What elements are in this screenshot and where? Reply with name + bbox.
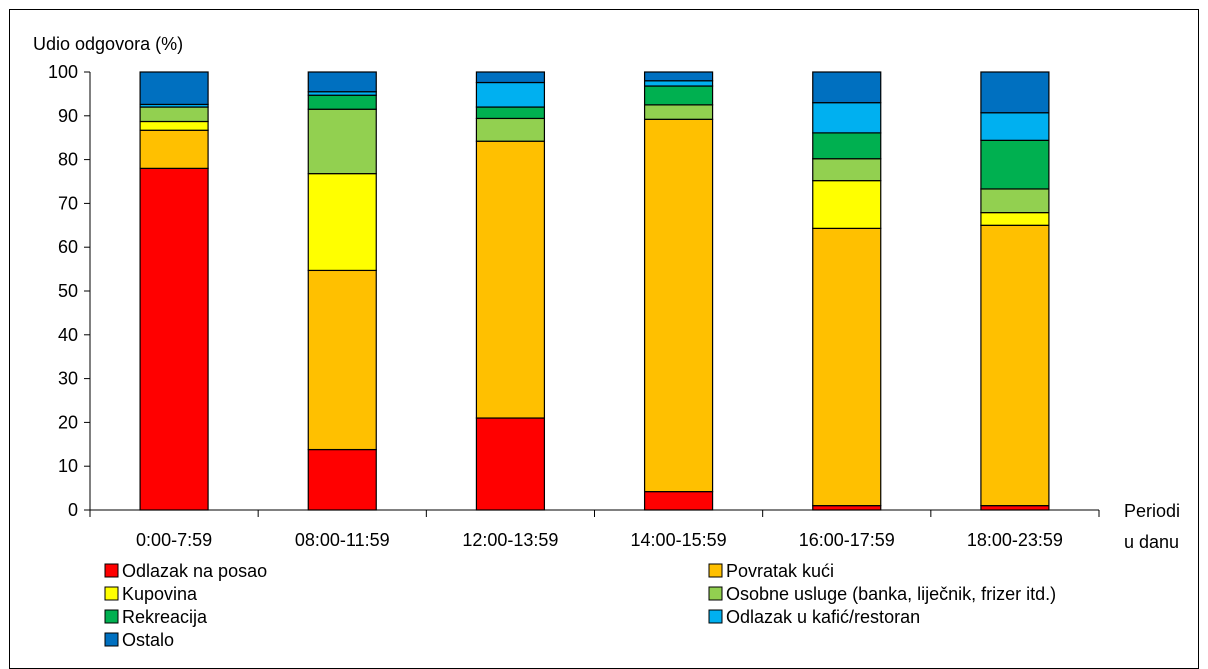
bar-segment xyxy=(812,227,882,507)
bar-segment xyxy=(307,173,377,272)
legend-label: Povratak kući xyxy=(726,561,834,581)
legend-swatch xyxy=(708,563,723,578)
legend-swatch xyxy=(104,586,119,601)
bar-segment xyxy=(812,132,882,160)
y-tick-label: 100 xyxy=(48,62,78,82)
bar-segment xyxy=(475,417,546,511)
legend-label: Ostalo xyxy=(122,630,174,650)
y-tick-label: 20 xyxy=(58,412,78,432)
bar-segment xyxy=(643,80,714,87)
x-tick-label: 12:00-13:59 xyxy=(462,530,558,550)
y-tick-label: 30 xyxy=(58,369,78,389)
bar-segment xyxy=(643,491,714,511)
bar-segment xyxy=(643,104,714,120)
x-tick-label: 08:00-11:59 xyxy=(295,530,390,550)
legend-label: Osobne usluge (banka, liječnik, frizer i… xyxy=(726,584,1056,604)
bar-segment xyxy=(980,224,1050,507)
bar-segment xyxy=(812,158,882,182)
x-tick-label: 18:00-23:59 xyxy=(967,530,1063,550)
x-axis-title-line-1: Periodi xyxy=(1124,501,1180,521)
y-tick-label: 0 xyxy=(68,500,78,520)
x-axis-title-line-2: u danu xyxy=(1124,532,1179,552)
bar-segment xyxy=(643,118,714,493)
legend-label: Odlazak na posao xyxy=(122,561,267,581)
bar-segment xyxy=(980,139,1050,190)
y-tick-label: 90 xyxy=(58,106,78,126)
bar-segment xyxy=(643,71,714,82)
bar-segment xyxy=(643,85,714,106)
bar-segment xyxy=(139,106,209,123)
bar-segment xyxy=(475,106,546,120)
y-tick-label: 70 xyxy=(58,193,78,213)
legend-label: Odlazak u kafić/restoran xyxy=(726,607,920,627)
legend-label: Kupovina xyxy=(122,584,198,604)
bar-segment xyxy=(307,71,377,93)
bar-segment xyxy=(475,117,546,142)
y-tick-label: 10 xyxy=(58,456,78,476)
bar-segment xyxy=(139,167,209,511)
bar-segment xyxy=(980,188,1050,214)
x-tick-label: 0:00-7:59 xyxy=(136,530,212,550)
y-axis-title: Udio odgovora (%) xyxy=(33,34,183,54)
y-tick-label: 80 xyxy=(58,150,78,170)
bar-segment xyxy=(307,269,377,451)
legend-label: Rekreacija xyxy=(122,607,208,627)
bar-segment xyxy=(307,94,377,110)
legend-swatch xyxy=(104,563,119,578)
axes: 0 10 20 30 40 50 60 70 80 90 100 0:00-7:59 08:00-11:… xyxy=(48,62,1100,550)
legend-swatch xyxy=(104,609,119,624)
y-tick-label: 50 xyxy=(58,281,78,301)
bar-segment xyxy=(812,180,882,229)
bar-segment xyxy=(980,211,1050,226)
bar-segment xyxy=(980,112,1050,141)
bar-segment xyxy=(812,71,882,104)
bar-segment xyxy=(139,129,209,169)
bar-segment xyxy=(307,448,377,511)
legend-swatch xyxy=(104,632,119,647)
labels: Udio odgovora (%) Periodi u danu xyxy=(33,34,1180,552)
x-tick-label: 16:00-17:59 xyxy=(799,530,895,550)
legend-swatch xyxy=(708,586,723,601)
x-tick-label: 14:00-15:59 xyxy=(631,530,727,550)
bar-segment xyxy=(139,120,209,131)
bar-segment xyxy=(139,71,209,106)
legend-swatch xyxy=(708,609,723,624)
bar-segment xyxy=(980,505,1050,511)
bar-segment xyxy=(475,81,546,108)
bar-segment xyxy=(307,108,377,175)
y-tick-label: 60 xyxy=(58,237,78,257)
bar-segment xyxy=(812,102,882,134)
legend: Odlazak na posao Povratak kući Kupovina Oso… xyxy=(104,561,1056,650)
bar-segment xyxy=(475,71,546,84)
y-tick-label: 40 xyxy=(58,325,78,345)
bar-segment xyxy=(812,505,882,511)
bar-segment xyxy=(980,71,1050,114)
bar-segment xyxy=(475,140,546,419)
bars xyxy=(139,71,1050,511)
